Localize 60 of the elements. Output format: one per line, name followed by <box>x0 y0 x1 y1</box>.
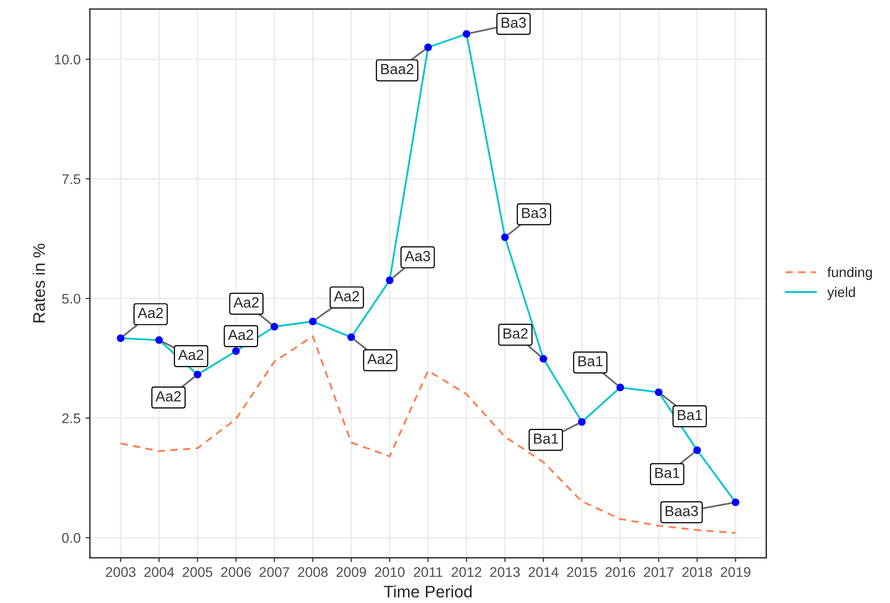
x-axis-title: Time Period <box>384 585 472 598</box>
point <box>232 347 240 355</box>
x-tick-label: 2019 <box>720 567 750 578</box>
x-tick-label: 2011 <box>414 567 442 578</box>
x-tick-label: 2003 <box>106 567 136 578</box>
point <box>194 370 202 378</box>
annotation: Baa3 <box>666 506 698 516</box>
annotation: Aa2 <box>233 297 259 308</box>
annotation: Ba1 <box>534 434 558 444</box>
annotation: Aa2 <box>178 350 204 360</box>
point <box>540 354 548 363</box>
point <box>501 233 509 242</box>
point <box>732 498 740 506</box>
x-tick-label: 2017 <box>644 567 674 578</box>
annotation: Ba1 <box>655 468 680 478</box>
x-tick-label: 2005 <box>182 567 212 578</box>
annotation: Aa2 <box>367 354 392 364</box>
point <box>424 44 432 52</box>
x-tick-label: 2018 <box>682 567 712 578</box>
y-axis-title: Rates in % <box>32 244 45 322</box>
annotation: Aa2 <box>138 308 163 318</box>
point <box>308 318 317 326</box>
point <box>347 333 356 342</box>
x-tick-label: 2013 <box>490 567 520 578</box>
point <box>462 30 470 38</box>
x-tick-label: 2012 <box>452 567 482 578</box>
y-tick-label: 7.5 <box>62 174 80 184</box>
x-tick-label: 2007 <box>260 567 290 578</box>
y-tick-label: 10.0 <box>54 54 80 64</box>
annotation: Aa2 <box>228 330 254 340</box>
point <box>693 446 701 454</box>
x-tick-label: 2004 <box>144 567 174 578</box>
x-tick-label: 2010 <box>374 567 405 578</box>
x-tick-label: 2016 <box>606 567 636 578</box>
legend-label: funding <box>827 266 872 280</box>
annotation: Ba3 <box>522 208 546 218</box>
point <box>270 322 278 331</box>
point <box>654 388 662 396</box>
annotation: Baa2 <box>381 64 414 74</box>
y-tick-label: 2.5 <box>62 413 80 424</box>
point <box>386 276 394 284</box>
y-tick-label: 0.0 <box>62 533 80 543</box>
legend-label: yield <box>827 286 855 300</box>
annotation: Aa3 <box>404 250 430 262</box>
annotation: Aa2 <box>156 391 181 402</box>
point <box>578 418 586 426</box>
annotation: Ba1 <box>578 356 603 366</box>
x-tick-label: 2008 <box>298 567 328 578</box>
y-tick-label: 5.0 <box>62 294 80 304</box>
point <box>155 336 163 344</box>
x-tick-label: 2015 <box>567 567 597 578</box>
x-tick-label: 2014 <box>528 567 558 578</box>
point <box>616 384 624 392</box>
x-tick-label: 2006 <box>221 567 251 578</box>
annotation: Ba1 <box>678 410 702 420</box>
annotation: Ba3 <box>502 18 526 28</box>
annotation: Ba2 <box>504 328 528 339</box>
annotation: Aa2 <box>334 291 360 302</box>
point <box>116 334 124 342</box>
x-tick-label: 2009 <box>336 567 366 578</box>
